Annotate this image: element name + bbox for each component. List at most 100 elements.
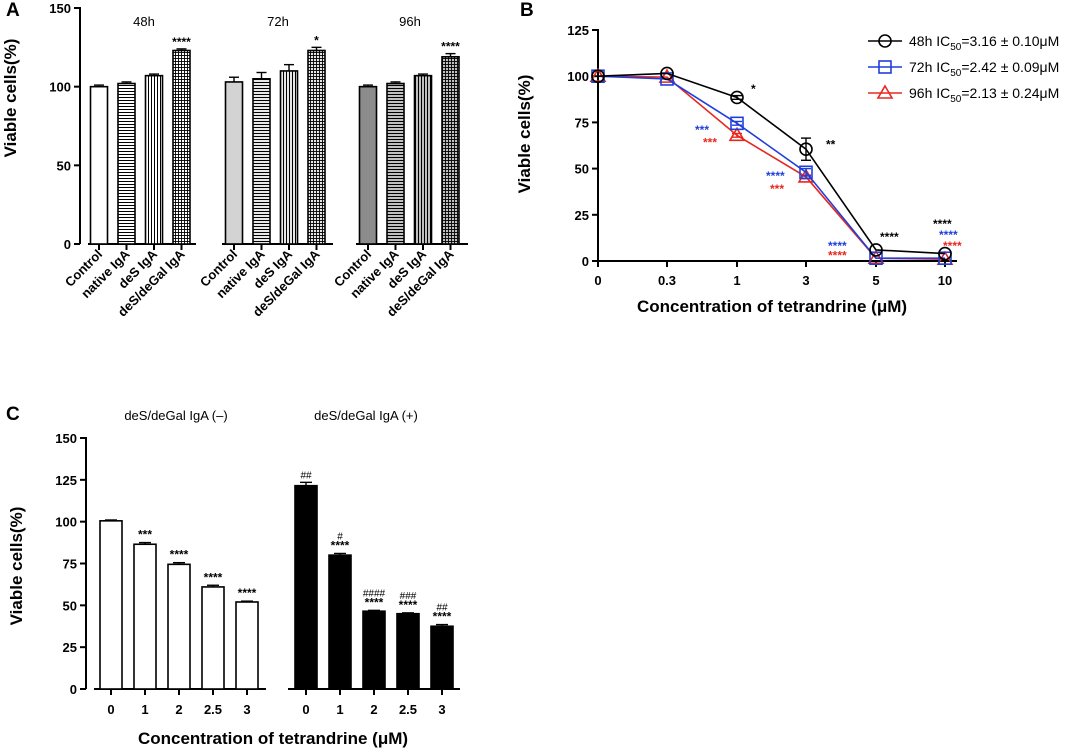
legend-ic-72h: IC	[936, 59, 950, 75]
panel-a-bar	[358, 85, 378, 245]
panel-b-series-line-48h	[597, 72, 946, 255]
panel-c-hash-label: ##	[300, 470, 312, 481]
panel-label-a: A	[6, 0, 20, 21]
panel-b-series-line-72h	[597, 75, 945, 260]
legend-ic-value-72h: =2.42 ± 0.09μM	[961, 59, 1059, 75]
panel-b-sig-label: ****	[939, 228, 958, 242]
panel-c-group-label-minus: deS/deGal IgA (–)	[124, 408, 227, 423]
panel-b-point-72h	[799, 165, 813, 180]
panel-c-xtick-label: 3	[243, 702, 250, 717]
panel-b-point-72h	[938, 251, 952, 266]
panel-c-plot: 02550751001251500***1****2****2.5****3##…	[55, 431, 460, 717]
panel-c-sig-label: ****	[365, 595, 384, 609]
panel-b-point-72h	[730, 116, 744, 131]
panel-b-point-96h	[728, 126, 746, 142]
legend-ic-sub-48h: 50	[950, 42, 962, 53]
panel-c-ytick-label: 50	[63, 598, 77, 613]
panel-a-bar-tint	[280, 70, 298, 244]
panel-b-sig-label: ****	[880, 230, 899, 244]
panel-b-xlabel: Concentration of tetrandrine (μM)	[637, 297, 907, 316]
panel-a-bar-tint	[414, 75, 432, 244]
panel-a-group-label-72h: 72h	[267, 14, 289, 29]
panel-label-b: B	[520, 0, 534, 21]
panel-a-bar	[224, 81, 244, 245]
panel-b-ytick-label: 125	[567, 23, 589, 38]
panel-c-sig-label: ****	[331, 538, 350, 552]
panel-b-sig-label: ***	[770, 182, 784, 196]
legend-marker-72h	[878, 60, 892, 74]
panel-b-xtick-label: 3	[802, 273, 809, 288]
panel-a-bar-tint	[253, 78, 270, 244]
legend-ic-96h: IC	[936, 85, 950, 101]
panel-a-bar-tint	[387, 83, 404, 245]
panel-c-xlabel: Concentration of tetrandrine (μM)	[138, 729, 408, 748]
panel-b-point-96h	[589, 67, 607, 82]
panel-b-ytick-label: 75	[575, 115, 589, 130]
panel-b-point-72h	[869, 251, 883, 266]
panel-c-ytick-label: 100	[55, 515, 77, 530]
panel-c-sig-label: ***	[138, 528, 152, 542]
panel-c-ytick-label: 150	[55, 431, 77, 446]
panel-c-xtick-label: 0	[107, 702, 114, 717]
legend-label-48h: 48h IC50=3.16 ± 0.10μM	[909, 33, 1059, 53]
panel-c-ytick-label: 0	[70, 682, 77, 697]
panel-b-ylabel: Viable cells(%)	[515, 75, 534, 194]
panel-b-xtick-label: 0	[594, 273, 601, 288]
panel-c-group-label-plus: deS/deGal IgA (+)	[314, 408, 418, 423]
panel-a-sig-label: ****	[172, 35, 191, 49]
panel-b-point-96h	[867, 249, 885, 265]
panel-c-hash-label: ####	[363, 588, 386, 599]
panel-b-ytick-label: 0	[582, 254, 589, 269]
panel-c-xtick-label: 0	[302, 702, 309, 717]
legend-ic-value-48h: =3.16 ± 0.10μM	[961, 33, 1059, 49]
panel-b-point-48h	[799, 142, 813, 156]
panel-a-bar	[89, 85, 109, 245]
panel-b-point-48h	[869, 243, 883, 257]
panel-b-sig-label: *	[751, 82, 756, 96]
panel-c-xtick-label: 2.5	[204, 702, 222, 717]
panel-c-bar	[167, 563, 191, 690]
panel-b-sig-label: ***	[703, 136, 717, 150]
panel-b-point-48h	[938, 246, 952, 261]
panel-c-bar	[362, 610, 386, 690]
panel-c-sig-label: ****	[204, 570, 223, 584]
panel-b-point-48h	[730, 90, 744, 105]
panel-a-bar-tint	[308, 50, 325, 245]
panel-c-xtick-label: 2	[175, 702, 182, 717]
panel-b-sig-label: ****	[943, 239, 962, 253]
panel-c-bar	[328, 554, 352, 690]
panel-c-ytick-label: 75	[63, 557, 77, 572]
panel-c-ytick-label: 25	[63, 640, 77, 655]
panel-c-bar	[396, 612, 420, 690]
panel-c-sig-label: ****	[399, 598, 418, 612]
panel-a-sig-label: *	[314, 33, 319, 47]
panel-c-xtick-label: 2.5	[399, 702, 417, 717]
panel-b-sig-label: ***	[695, 123, 709, 137]
panel-label-c: C	[6, 404, 20, 425]
panel-b-sig-label: ****	[766, 169, 785, 183]
panel-c-sig-label: ****	[238, 586, 257, 600]
panel-c-bar	[294, 484, 318, 690]
legend-label-72h: 72h IC50=2.42 ± 0.09μM	[909, 59, 1059, 79]
panel-c-bar	[133, 543, 157, 690]
panel-c-xtick-label: 3	[438, 702, 445, 717]
panel-a-group-label-48h: 48h	[133, 14, 155, 29]
panel-c-hash-label: #	[337, 531, 343, 542]
legend-label-96h: 96h IC50=2.13 ± 0.24μM	[909, 85, 1059, 105]
panel-c-xtick-label: 2	[370, 702, 377, 717]
panel-c-bar	[430, 625, 454, 690]
panel-c-sig-label: ****	[170, 548, 189, 562]
panel-a-sig-label: ****	[441, 40, 460, 54]
panel-a-ytick-label: 100	[49, 80, 71, 95]
panel-c-sig-label: ****	[433, 610, 452, 624]
panel-c-hash-label: ###	[400, 591, 417, 602]
panel-c-xtick-label: 1	[336, 702, 343, 717]
panel-b-sig-label: ****	[828, 248, 847, 262]
legend-ic-sub-72h: 50	[950, 68, 962, 79]
panel-c-hash-label: ##	[436, 603, 448, 614]
panel-b-sig-label: **	[826, 138, 836, 152]
legend-marker-48h	[878, 34, 892, 48]
panel-b-ytick-label: 50	[575, 162, 589, 177]
